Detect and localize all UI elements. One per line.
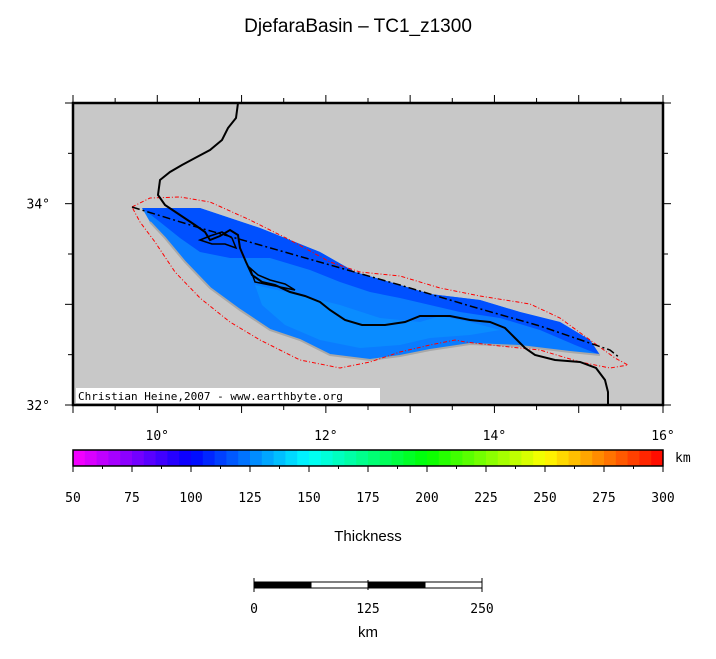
colorbar-swatch [332,450,345,466]
colorbar-swatch [84,450,98,466]
y-tick-label: 32° [27,399,50,414]
scalebar-seg-2 [310,581,369,589]
colorbar-swatch [486,450,499,466]
scalebar-tick-label: 125 [356,602,379,617]
scalebar-tick-label: 0 [250,602,258,617]
colorbar-swatch [143,450,157,466]
scalebar [253,578,483,592]
colorbar-swatch [391,450,404,466]
colorbar-swatch [462,450,475,466]
colorbar-swatch [132,450,145,466]
colorbar-swatch [226,450,239,466]
colorbar-swatch [427,450,440,466]
colorbar-tick-label: 75 [124,491,140,506]
x-tick-label: 10° [146,429,169,444]
colorbar-tick-label: 100 [179,491,202,506]
colorbar-swatch [521,450,534,466]
x-tick-labels: 10° 12° 14° 16° [146,429,675,444]
y-tick-labels: 32° 34° [27,198,50,414]
colorbar-swatch [356,450,369,466]
colorbar-tick-label: 300 [651,491,674,506]
colorbar-swatch [403,450,416,466]
x-tick-label: 12° [314,429,337,444]
colorbar-swatch [155,450,168,466]
colorbar-unit: km [675,451,691,466]
colorbar-swatch [202,450,216,466]
colorbar-swatch [497,450,511,466]
colorbar-swatch [568,450,581,466]
colorbar-swatch [533,450,546,466]
x-tick-label: 16° [651,429,674,444]
colorbar-tick-label: 200 [415,491,438,506]
y-tick-label: 34° [27,198,50,213]
colorbar-swatch [615,450,629,466]
colorbar-swatch [592,450,605,466]
colorbar-swatch [273,450,286,466]
scalebar-seg-1 [253,581,312,589]
colorbar-swatch [450,450,463,466]
colorbar-swatch [108,450,121,466]
scalebar-unit: km [358,624,378,641]
colorbar-swatch [639,450,652,466]
basin-fringe [149,221,601,362]
colorbar-swatch [344,450,357,466]
colorbar-swatch [214,450,227,466]
scalebar-seg-3 [367,581,426,589]
scalebar-tick-label: 250 [470,602,493,617]
colorbar-tick-label: 225 [474,491,497,506]
colorbar-tick-label: 125 [238,491,261,506]
colorbar-swatch [474,450,487,466]
colorbar-swatch [73,450,86,466]
coastline-island [248,265,296,291]
scalebar-tick-labels: 0 125 250 [250,602,494,617]
colorbar-swatch [297,450,310,466]
coastline-gulf [197,231,238,250]
colorbar-swatch [415,450,428,466]
colorbar-swatch [545,450,558,466]
colorbar-swatch [285,450,298,466]
basin-axis-line [131,206,621,359]
colorbar-tick-label: 250 [533,491,556,506]
colorbar-swatch [309,450,322,466]
colorbar-swatch [261,450,275,466]
colorbar-swatch [179,450,192,466]
colorbar-tick-label: 175 [356,491,379,506]
colorbar-swatch [604,450,617,466]
colorbar-swatch [509,450,522,466]
colorbar-swatch [368,450,381,466]
colorbar-swatch [250,450,263,466]
colorbar [72,449,664,472]
colorbar-swatch [120,450,133,466]
colorbar-tick-labels: 50 75 100 125 150 175 200 225 250 275 300 [65,491,675,506]
coastline [156,102,609,405]
scalebar-seg-4 [424,581,483,589]
colorbar-swatch [556,450,570,466]
colorbar-tick-label: 150 [297,491,320,506]
colorbar-title: Thickness [334,528,402,545]
colorbar-swatch [627,450,640,466]
colorbar-swatch [379,450,393,466]
colorbar-swatch [438,450,452,466]
colorbar-swatch [238,450,251,466]
colorbar-swatch [167,450,180,466]
x-tick-label: 14° [483,429,506,444]
colorbar-swatch [191,450,204,466]
colorbar-swatch [580,450,593,466]
colorbar-swatch [320,450,334,466]
credit-text: Christian Heine,2007 - www.earthbyte.org [78,390,343,403]
map-title: DjefaraBasin – TC1_z1300 [244,16,472,37]
colorbar-tick-label: 50 [65,491,81,506]
colorbar-swatch [651,450,664,466]
basin-outline [131,196,630,369]
colorbar-swatch [96,450,109,466]
frame-ticks [65,95,671,413]
credit-box [76,388,380,403]
colorbar-tick-label: 275 [592,491,615,506]
